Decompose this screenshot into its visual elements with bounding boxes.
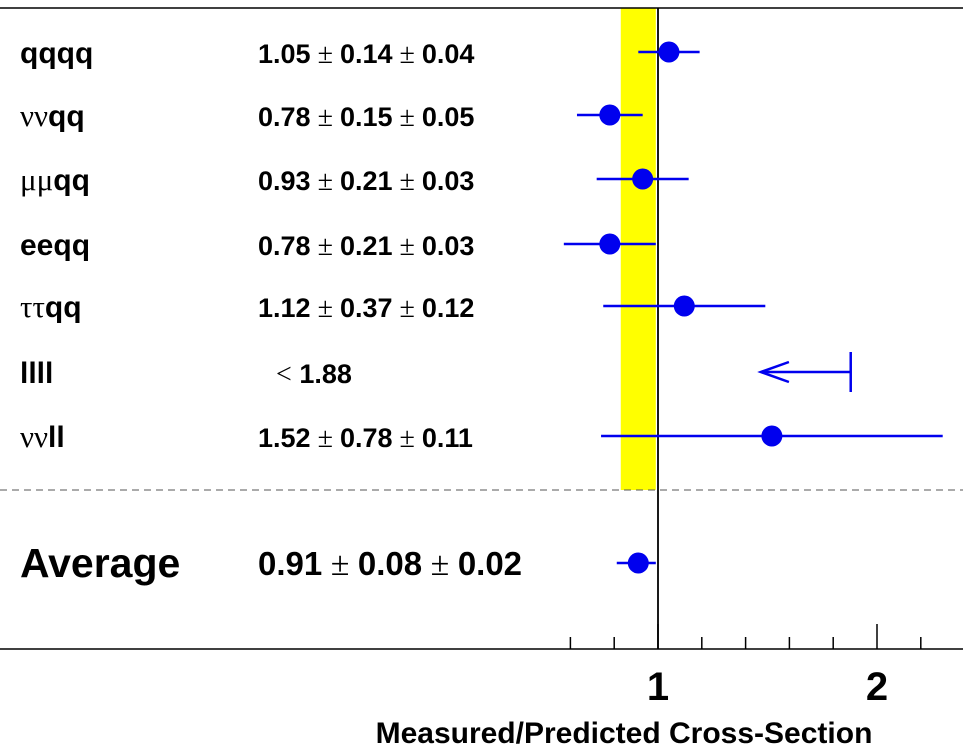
channel-label-suffix: qq	[45, 291, 82, 324]
result-error: 0.14	[340, 39, 393, 69]
plus-minus-symbol: ±	[393, 293, 422, 324]
result-error: 0.21	[340, 231, 393, 261]
result-value: 0.78	[258, 102, 311, 132]
channel-label: μμqq	[20, 162, 90, 197]
channel-result: 1.12 ± 0.37 ± 0.12	[258, 293, 474, 324]
channel-label-suffix: llll	[20, 357, 53, 390]
plus-minus-symbol: ±	[393, 423, 422, 454]
result-error: 0.08	[358, 545, 422, 582]
plus-minus-symbol: ±	[311, 166, 340, 197]
x-tick-label: 1	[647, 665, 669, 709]
data-point	[599, 233, 621, 255]
channel-label-suffix: qq	[53, 164, 90, 197]
channel-label: eeqq	[20, 229, 90, 262]
result-error: 0.11	[422, 423, 473, 453]
result-error: 0.04	[422, 39, 475, 69]
result-error: 0.02	[458, 545, 522, 582]
plus-minus-symbol: ±	[422, 546, 458, 583]
result-value: 1.05	[258, 39, 311, 69]
result-error: 0.78	[340, 423, 393, 453]
plus-minus-symbol: ±	[311, 423, 340, 454]
channel-label-suffix: qqqq	[20, 37, 93, 70]
limit-symbol: <	[276, 359, 292, 390]
channel-label: ττqq	[20, 289, 82, 324]
result-value: 0.91	[258, 545, 322, 582]
space	[292, 359, 300, 389]
channel-result: 0.78 ± 0.21 ± 0.03	[258, 231, 474, 262]
data-point	[599, 104, 621, 126]
plus-minus-symbol: ±	[393, 166, 422, 197]
result-error: 0.05	[422, 102, 475, 132]
data-point	[632, 168, 654, 190]
plus-minus-symbol: ±	[393, 231, 422, 262]
result-error: 0.12	[422, 293, 475, 323]
channel-label: ννqq	[20, 98, 85, 133]
plus-minus-symbol: ±	[393, 102, 422, 133]
limit-arrow-head	[757, 360, 790, 384]
result-value: 0.93	[258, 166, 311, 196]
average-result: 0.91 ± 0.08 ± 0.02	[258, 545, 522, 583]
channel-label: qqqq	[20, 37, 93, 70]
channel-result: 1.05 ± 0.14 ± 0.04	[258, 39, 474, 70]
result-value: 1.88	[299, 359, 352, 389]
channel-label-greek: μμ	[20, 162, 53, 197]
plus-minus-symbol: ±	[311, 293, 340, 324]
x-tick-label: 2	[866, 665, 888, 709]
channel-label-suffix: qq	[48, 100, 85, 133]
channel-result: < 1.88	[276, 359, 352, 390]
plus-minus-symbol: ±	[322, 546, 358, 583]
result-value: 1.52	[258, 423, 311, 453]
channel-label: llll	[20, 357, 53, 390]
channel-result: 0.78 ± 0.15 ± 0.05	[258, 102, 474, 133]
result-error: 0.15	[340, 102, 393, 132]
data-point	[658, 41, 680, 63]
channel-label-greek: νν	[20, 98, 48, 133]
data-point	[761, 425, 783, 447]
result-value: 0.78	[258, 231, 311, 261]
plus-minus-symbol: ±	[311, 39, 340, 70]
reference-band	[620, 8, 656, 490]
result-value: 1.12	[258, 293, 311, 323]
result-error: 0.21	[340, 166, 393, 196]
data-point	[673, 295, 695, 317]
plus-minus-symbol: ±	[311, 102, 340, 133]
channel-result: 1.52 ± 0.78 ± 0.11	[258, 423, 473, 454]
channel-result: 0.93 ± 0.21 ± 0.03	[258, 166, 474, 197]
average-point	[627, 552, 649, 574]
channel-label-greek: νν	[20, 419, 48, 454]
average-label: Average	[20, 540, 180, 586]
channel-label-greek: ττ	[20, 289, 45, 324]
channel-label-suffix: eeqq	[20, 229, 90, 262]
x-axis-title: Measured/Predicted Cross-Section	[376, 717, 873, 750]
channel-label: ννll	[20, 419, 65, 454]
result-error: 0.03	[422, 166, 475, 196]
result-error: 0.03	[422, 231, 475, 261]
plus-minus-symbol: ±	[311, 231, 340, 262]
channel-label-suffix: ll	[48, 421, 65, 454]
result-error: 0.37	[340, 293, 393, 323]
plus-minus-symbol: ±	[393, 39, 422, 70]
